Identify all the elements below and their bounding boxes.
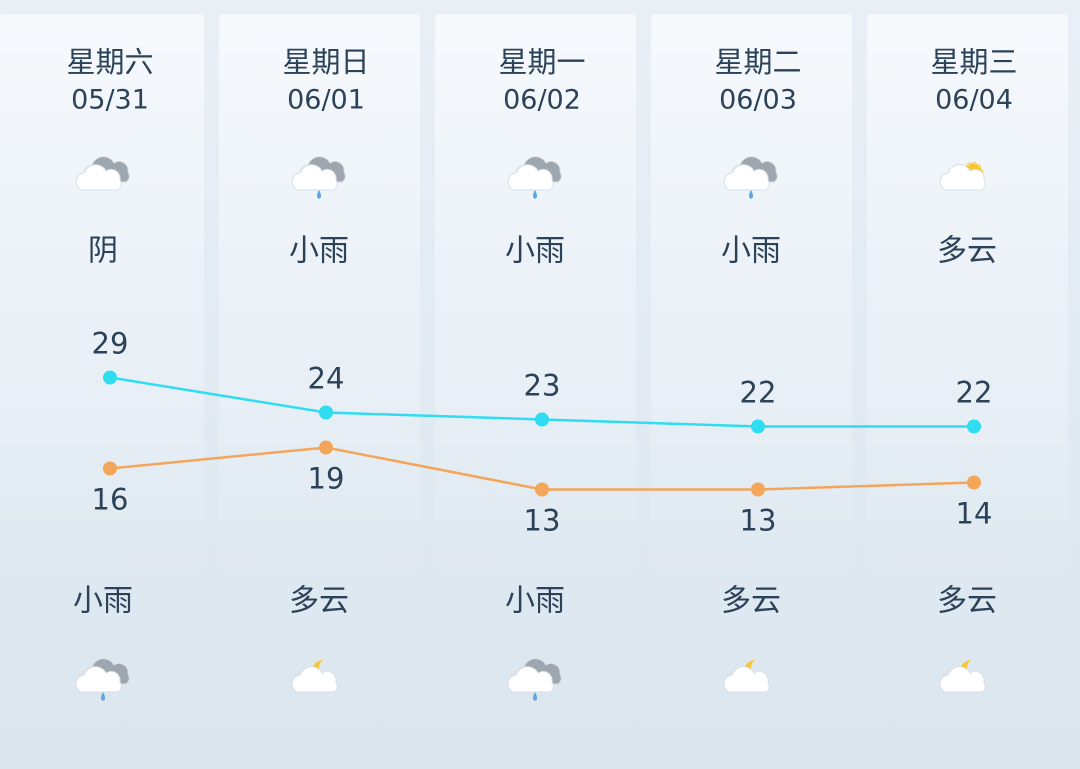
date: 06/03: [719, 85, 797, 116]
day-card: [867, 14, 1068, 604]
weather-icon: [507, 658, 562, 701]
night-weather: 多云: [721, 584, 781, 619]
date: 06/02: [503, 85, 581, 116]
weather-icon: [723, 156, 778, 199]
high-temp-label: 22: [956, 376, 993, 410]
weekday: 星期三: [930, 45, 1017, 79]
high-temp-point: [103, 370, 117, 385]
night-weather: 小雨: [73, 584, 133, 619]
rain-drop: [317, 190, 321, 199]
weather-icon: [723, 660, 770, 693]
weekday: 星期一: [498, 45, 585, 79]
low-temp-label: 14: [956, 497, 993, 531]
weather-icon: [75, 156, 130, 191]
cloud: [723, 164, 770, 191]
low-temp-point: [319, 440, 333, 455]
cloud: [291, 164, 338, 191]
rain-drop: [749, 190, 753, 199]
low-temp-point: [751, 482, 765, 497]
weather-icon: [75, 658, 130, 701]
temperature-lines: [103, 370, 981, 497]
columns: 星期六 05/31 阴 29 16 小雨 星期日 06/01 小雨 24 19 多云 星期一 06/02 小…: [66, 45, 1018, 701]
rain-drop: [533, 190, 537, 199]
day-weather: 阴: [88, 234, 118, 269]
weather-icon: [939, 660, 986, 693]
high-temp-label: 24: [308, 362, 345, 396]
weather-icon: [507, 156, 562, 199]
date: 05/31: [71, 85, 149, 116]
high-temp-point: [535, 412, 549, 427]
high-temp-point: [751, 419, 765, 434]
low-temp-label: 13: [524, 504, 561, 538]
cloud: [291, 666, 338, 693]
weekday: 星期六: [66, 45, 153, 79]
day-card: [435, 14, 636, 604]
rain-drop: [101, 692, 105, 701]
cloud: [507, 666, 554, 693]
high-temp-label: 22: [740, 376, 777, 410]
date: 06/01: [287, 85, 365, 116]
day-weather: 多云: [937, 234, 997, 269]
rain-drop: [533, 692, 537, 701]
weather-icon: [939, 161, 986, 191]
day-weather: 小雨: [505, 234, 565, 269]
cloud: [939, 164, 986, 191]
low-temp-label: 16: [92, 483, 129, 517]
low-temp-label: 13: [740, 504, 777, 538]
cloud: [75, 164, 122, 191]
day-weather: 小雨: [289, 234, 349, 269]
weather-icon: [291, 156, 346, 199]
night-weather: 多云: [937, 584, 997, 619]
day-card: [0, 14, 204, 604]
high-temp-point: [319, 405, 333, 420]
day-card: [651, 14, 852, 604]
high-temp-label: 29: [92, 327, 129, 361]
day-weather: 小雨: [721, 234, 781, 269]
low-temp-point: [967, 475, 981, 490]
night-weather: 多云: [289, 584, 349, 619]
cloud: [723, 666, 770, 693]
night-weather: 小雨: [505, 584, 565, 619]
weather-icon: [291, 660, 338, 693]
low-temp-point: [103, 461, 117, 476]
weekday: 星期二: [714, 45, 801, 79]
date: 06/04: [935, 85, 1013, 116]
weekday: 星期日: [282, 45, 369, 79]
cloud: [507, 164, 554, 191]
high-temp-point: [967, 419, 981, 434]
low-temp-point: [535, 482, 549, 497]
low-temp-label: 19: [308, 462, 345, 496]
high-temp-label: 23: [524, 369, 561, 403]
cloud: [939, 666, 986, 693]
cloud: [75, 666, 122, 693]
